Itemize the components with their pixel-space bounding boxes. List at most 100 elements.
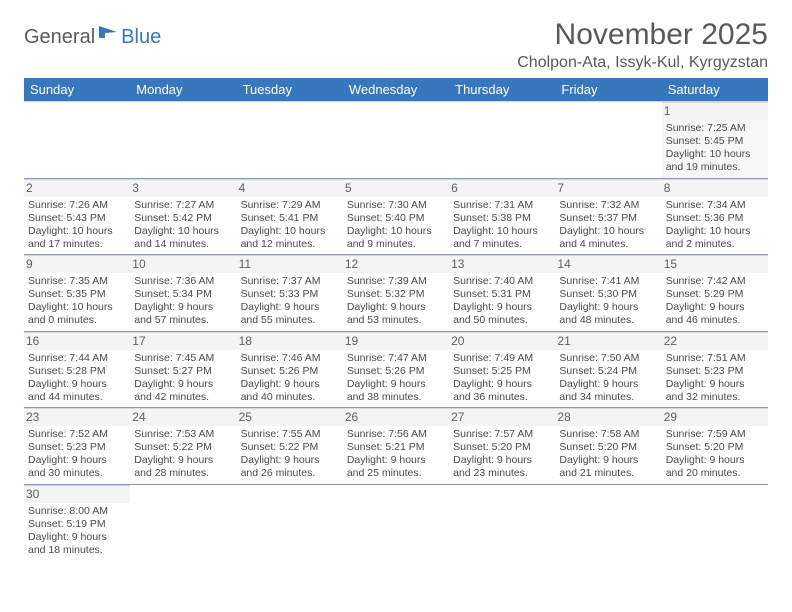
- day-number: 27: [449, 408, 555, 426]
- day-number: 12: [343, 255, 449, 273]
- sunrise-line: Sunrise: 7:44 AM: [28, 352, 126, 365]
- day-details: Sunrise: 7:41 AMSunset: 5:30 PMDaylight:…: [559, 275, 657, 328]
- daylight-line: Daylight: 10 hours and 17 minutes.: [28, 225, 126, 251]
- day-number: 21: [555, 332, 661, 350]
- sunrise-line: Sunrise: 7:37 AM: [241, 275, 339, 288]
- sunset-line: Sunset: 5:22 PM: [241, 441, 339, 454]
- daylight-line: Daylight: 10 hours and 19 minutes.: [666, 148, 764, 174]
- day-details: Sunrise: 7:25 AMSunset: 5:45 PMDaylight:…: [666, 122, 764, 175]
- calendar-day-cell: [343, 102, 449, 179]
- calendar-day-cell: [449, 102, 555, 179]
- sunset-line: Sunset: 5:43 PM: [28, 212, 126, 225]
- day-details: Sunrise: 7:37 AMSunset: 5:33 PMDaylight:…: [241, 275, 339, 328]
- day-details: Sunrise: 7:26 AMSunset: 5:43 PMDaylight:…: [28, 199, 126, 252]
- day-details: Sunrise: 7:34 AMSunset: 5:36 PMDaylight:…: [666, 199, 764, 252]
- calendar-day-cell: [237, 484, 343, 560]
- day-number: 17: [130, 332, 236, 350]
- daylight-line: Daylight: 9 hours and 30 minutes.: [28, 454, 126, 480]
- daylight-line: Daylight: 9 hours and 20 minutes.: [666, 454, 764, 480]
- daylight-line: Daylight: 9 hours and 25 minutes.: [347, 454, 445, 480]
- day-number: 4: [237, 179, 343, 197]
- daylight-line: Daylight: 9 hours and 57 minutes.: [134, 301, 232, 327]
- calendar-day-cell: 8Sunrise: 7:34 AMSunset: 5:36 PMDaylight…: [662, 178, 768, 255]
- calendar-day-cell: 25Sunrise: 7:55 AMSunset: 5:22 PMDayligh…: [237, 408, 343, 485]
- daylight-line: Daylight: 9 hours and 53 minutes.: [347, 301, 445, 327]
- day-number: 24: [130, 408, 236, 426]
- daylight-line: Daylight: 10 hours and 0 minutes.: [28, 301, 126, 327]
- day-details: Sunrise: 7:52 AMSunset: 5:23 PMDaylight:…: [28, 428, 126, 481]
- day-number: 10: [130, 255, 236, 273]
- day-number: 2: [24, 179, 130, 197]
- sunset-line: Sunset: 5:45 PM: [666, 135, 764, 148]
- calendar-day-cell: 5Sunrise: 7:30 AMSunset: 5:40 PMDaylight…: [343, 178, 449, 255]
- daylight-line: Daylight: 10 hours and 12 minutes.: [241, 225, 339, 251]
- sunrise-line: Sunrise: 7:55 AM: [241, 428, 339, 441]
- day-details: Sunrise: 7:59 AMSunset: 5:20 PMDaylight:…: [666, 428, 764, 481]
- flag-icon: [99, 24, 121, 45]
- calendar-day-cell: 3Sunrise: 7:27 AMSunset: 5:42 PMDaylight…: [130, 178, 236, 255]
- daylight-line: Daylight: 9 hours and 38 minutes.: [347, 378, 445, 404]
- sunrise-line: Sunrise: 7:34 AM: [666, 199, 764, 212]
- calendar-day-cell: 22Sunrise: 7:51 AMSunset: 5:23 PMDayligh…: [662, 331, 768, 408]
- day-details: Sunrise: 8:00 AMSunset: 5:19 PMDaylight:…: [28, 505, 126, 558]
- sunrise-line: Sunrise: 7:25 AM: [666, 122, 764, 135]
- day-details: Sunrise: 7:40 AMSunset: 5:31 PMDaylight:…: [453, 275, 551, 328]
- day-number: 3: [130, 179, 236, 197]
- sunset-line: Sunset: 5:26 PM: [241, 365, 339, 378]
- daylight-line: Daylight: 9 hours and 48 minutes.: [559, 301, 657, 327]
- day-details: Sunrise: 7:47 AMSunset: 5:26 PMDaylight:…: [347, 352, 445, 405]
- sunrise-line: Sunrise: 7:53 AM: [134, 428, 232, 441]
- sunrise-line: Sunrise: 7:41 AM: [559, 275, 657, 288]
- daylight-line: Daylight: 10 hours and 2 minutes.: [666, 225, 764, 251]
- calendar-day-cell: 9Sunrise: 7:35 AMSunset: 5:35 PMDaylight…: [24, 255, 130, 332]
- sunrise-line: Sunrise: 7:50 AM: [559, 352, 657, 365]
- calendar-day-cell: [555, 484, 661, 560]
- sunrise-line: Sunrise: 7:26 AM: [28, 199, 126, 212]
- sunrise-line: Sunrise: 7:27 AM: [134, 199, 232, 212]
- calendar-day-cell: 15Sunrise: 7:42 AMSunset: 5:29 PMDayligh…: [662, 255, 768, 332]
- sunrise-line: Sunrise: 7:46 AM: [241, 352, 339, 365]
- calendar-week-row: 23Sunrise: 7:52 AMSunset: 5:23 PMDayligh…: [24, 408, 768, 485]
- calendar-day-cell: 2 Sunrise: 7:26 AMSunset: 5:43 PMDaylight…: [24, 178, 130, 255]
- sunset-line: Sunset: 5:23 PM: [28, 441, 126, 454]
- daylight-line: Daylight: 9 hours and 26 minutes.: [241, 454, 339, 480]
- day-number: 29: [662, 408, 768, 426]
- day-number: 30: [24, 485, 130, 503]
- daylight-line: Daylight: 9 hours and 28 minutes.: [134, 454, 232, 480]
- calendar-week-row: 16Sunrise: 7:44 AMSunset: 5:28 PMDayligh…: [24, 331, 768, 408]
- sunset-line: Sunset: 5:22 PM: [134, 441, 232, 454]
- sunrise-line: Sunrise: 7:29 AM: [241, 199, 339, 212]
- location-text: Cholpon-Ata, Issyk-Kul, Kyrgyzstan: [517, 54, 768, 72]
- calendar-day-cell: 20Sunrise: 7:49 AMSunset: 5:25 PMDayligh…: [449, 331, 555, 408]
- weekday-saturday: Saturday: [662, 78, 768, 102]
- sunrise-line: Sunrise: 7:40 AM: [453, 275, 551, 288]
- page: General Blue November 2025 Cholpon-Ata, …: [0, 0, 792, 612]
- logo-text-general: General: [24, 26, 95, 49]
- day-details: Sunrise: 7:31 AMSunset: 5:38 PMDaylight:…: [453, 199, 551, 252]
- day-details: Sunrise: 7:45 AMSunset: 5:27 PMDaylight:…: [134, 352, 232, 405]
- weekday-monday: Monday: [130, 78, 236, 102]
- daylight-line: Daylight: 9 hours and 21 minutes.: [559, 454, 657, 480]
- weekday-thursday: Thursday: [449, 78, 555, 102]
- day-details: Sunrise: 7:46 AMSunset: 5:26 PMDaylight:…: [241, 352, 339, 405]
- calendar-day-cell: 23 Sunrise: 7:52 AMSunset: 5:23 PMDayligh…: [24, 408, 130, 485]
- calendar-table: Sunday Monday Tuesday Wednesday Thursday…: [24, 78, 768, 560]
- calendar-week-row: 1Sunrise: 7:25 AMSunset: 5:45 PMDaylight…: [24, 102, 768, 179]
- title-block: November 2025 Cholpon-Ata, Issyk-Kul, Ky…: [517, 18, 768, 72]
- calendar-day-cell: 26Sunrise: 7:56 AMSunset: 5:21 PMDayligh…: [343, 408, 449, 485]
- sunset-line: Sunset: 5:21 PM: [347, 441, 445, 454]
- sunrise-line: Sunrise: 7:52 AM: [28, 428, 126, 441]
- calendar-week-row: 30 Sunrise: 8:00 AMSunset: 5:19 PMDayligh…: [24, 484, 768, 560]
- calendar-day-cell: 28Sunrise: 7:58 AMSunset: 5:20 PMDayligh…: [555, 408, 661, 485]
- sunrise-line: Sunrise: 7:45 AM: [134, 352, 232, 365]
- logo-text-blue: Blue: [121, 26, 161, 49]
- day-number: 6: [449, 179, 555, 197]
- calendar-day-cell: 27Sunrise: 7:57 AMSunset: 5:20 PMDayligh…: [449, 408, 555, 485]
- day-details: Sunrise: 7:30 AMSunset: 5:40 PMDaylight:…: [347, 199, 445, 252]
- calendar-day-cell: [662, 484, 768, 560]
- sunset-line: Sunset: 5:33 PM: [241, 288, 339, 301]
- day-number: 23: [24, 408, 130, 426]
- day-details: Sunrise: 7:29 AMSunset: 5:41 PMDaylight:…: [241, 199, 339, 252]
- calendar-day-cell: 18Sunrise: 7:46 AMSunset: 5:26 PMDayligh…: [237, 331, 343, 408]
- day-number: 7: [555, 179, 661, 197]
